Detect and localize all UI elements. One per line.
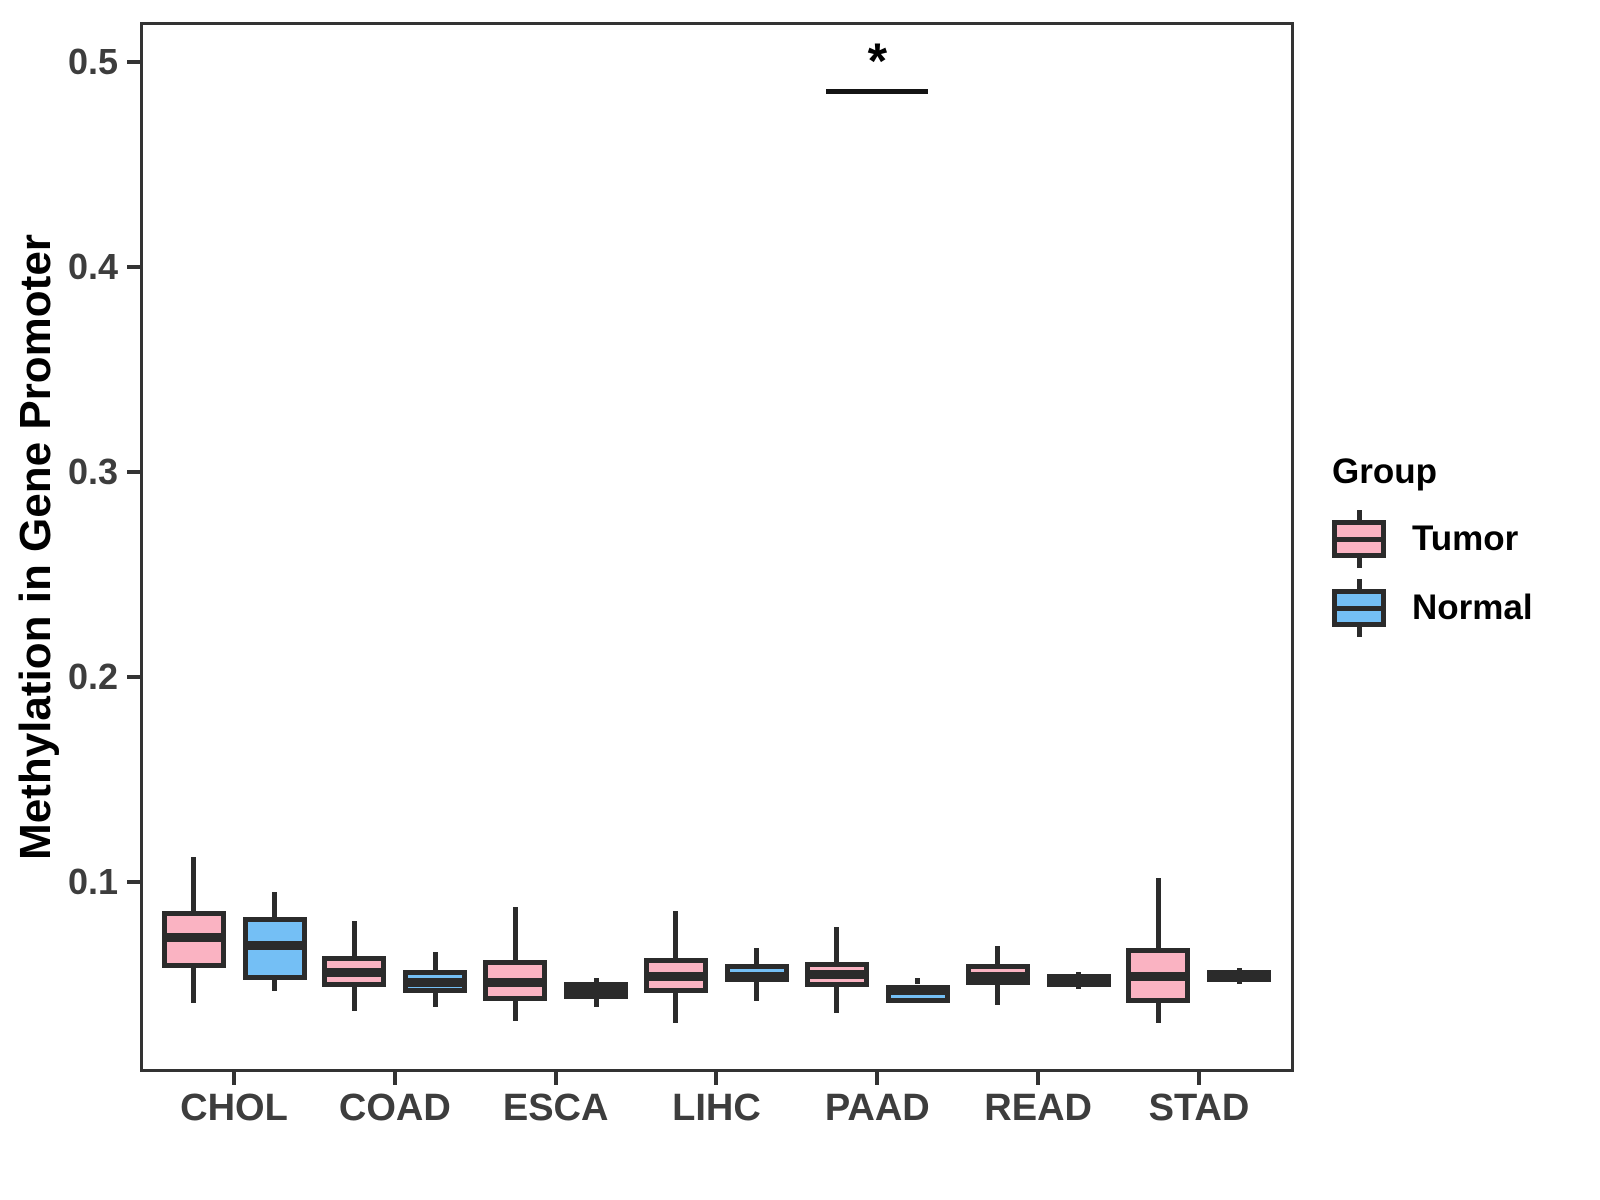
x-axis-tick-label-paad: PAAD bbox=[824, 1087, 930, 1129]
lower-whisker-stad-tumor bbox=[1155, 1002, 1161, 1024]
lower-whisker-esca-normal bbox=[593, 998, 599, 1008]
lower-whisker-coad-normal bbox=[432, 992, 438, 1008]
y-axis-tick-label: 0.5 bbox=[67, 41, 118, 82]
legend-label-tumor: Tumor bbox=[1412, 519, 1519, 558]
key-median bbox=[1332, 536, 1386, 542]
x-axis-tick bbox=[1036, 1072, 1041, 1085]
x-axis-tick bbox=[1196, 1072, 1201, 1085]
x-axis-tick bbox=[553, 1072, 558, 1085]
median-coad-tumor bbox=[322, 967, 387, 977]
upper-whisker-stad-tumor bbox=[1155, 877, 1161, 948]
x-axis-tick-label-coad: COAD bbox=[338, 1087, 451, 1129]
median-esca-normal bbox=[564, 986, 629, 996]
y-axis-tick bbox=[127, 470, 140, 474]
x-axis-tick-label-esca: ESCA bbox=[502, 1087, 609, 1129]
y-axis-tick-label: 0.3 bbox=[67, 451, 118, 492]
median-chol-normal bbox=[242, 941, 307, 951]
median-coad-normal bbox=[403, 977, 468, 987]
lower-whisker-read-normal bbox=[1076, 986, 1082, 989]
median-lihc-normal bbox=[724, 971, 789, 981]
legend-label-normal: Normal bbox=[1412, 588, 1533, 627]
lower-whisker-coad-tumor bbox=[351, 986, 357, 1012]
upper-whisker-read-tumor bbox=[995, 945, 1001, 964]
median-stad-tumor bbox=[1126, 971, 1191, 981]
significance-asterisk: * bbox=[867, 33, 888, 89]
y-axis-title: Methylation in Gene Promoter bbox=[11, 234, 60, 860]
x-axis-tick bbox=[875, 1072, 880, 1085]
upper-whisker-esca-normal bbox=[593, 978, 599, 983]
key-median bbox=[1332, 605, 1386, 611]
lower-whisker-paad-tumor bbox=[834, 986, 840, 1014]
lower-whisker-read-tumor bbox=[995, 984, 1001, 1005]
lower-whisker-lihc-tumor bbox=[673, 992, 679, 1024]
upper-whisker-chol-tumor bbox=[191, 857, 196, 911]
upper-whisker-paad-tumor bbox=[834, 927, 840, 962]
lower-whisker-lihc-normal bbox=[754, 982, 760, 1001]
upper-whisker-coad-normal bbox=[432, 951, 438, 971]
y-axis-tick bbox=[127, 675, 140, 679]
median-esca-tumor bbox=[483, 977, 548, 987]
median-paad-normal bbox=[885, 986, 950, 996]
lower-whisker-stad-normal bbox=[1236, 982, 1242, 985]
lower-whisker-chol-tumor bbox=[191, 968, 196, 1003]
legend-item-normal: Normal bbox=[1332, 579, 1533, 637]
x-axis-tick bbox=[232, 1072, 236, 1085]
y-axis-tick bbox=[127, 880, 140, 884]
upper-whisker-stad-normal bbox=[1236, 968, 1242, 971]
x-axis-tick-label-lihc: LIHC bbox=[672, 1087, 761, 1129]
upper-whisker-esca-tumor bbox=[512, 906, 518, 960]
x-axis-tick-label-chol: CHOL bbox=[180, 1087, 288, 1129]
x-axis-tick-label-stad: STAD bbox=[1148, 1087, 1250, 1129]
x-axis-tick bbox=[392, 1072, 397, 1085]
y-axis-tick-label: 0.4 bbox=[67, 246, 118, 287]
median-read-tumor bbox=[965, 971, 1030, 981]
upper-whisker-coad-tumor bbox=[351, 920, 357, 956]
median-paad-tumor bbox=[804, 969, 869, 979]
plot-panel bbox=[140, 22, 1294, 1072]
lower-whisker-chol-normal bbox=[272, 980, 277, 991]
upper-whisker-lihc-normal bbox=[754, 947, 760, 964]
median-stad-normal bbox=[1207, 971, 1272, 981]
boxplot-key-icon bbox=[1332, 579, 1386, 637]
y-axis-tick-label: 0.2 bbox=[67, 656, 118, 697]
lower-whisker-esca-tumor bbox=[512, 1000, 518, 1022]
legend-title: Group bbox=[1332, 452, 1437, 491]
y-axis-tick bbox=[127, 60, 140, 64]
median-chol-tumor bbox=[161, 932, 226, 942]
median-read-normal bbox=[1046, 975, 1111, 985]
significance-bracket-line bbox=[826, 89, 929, 94]
y-axis-tick-label: 0.1 bbox=[67, 861, 118, 902]
boxplot-key-icon bbox=[1332, 510, 1386, 568]
upper-whisker-chol-normal bbox=[272, 892, 277, 917]
upper-whisker-paad-normal bbox=[915, 978, 921, 985]
y-axis-tick bbox=[127, 265, 140, 269]
upper-whisker-lihc-tumor bbox=[673, 910, 679, 958]
legend: Group Tumor Normal bbox=[1332, 452, 1533, 648]
x-axis-tick bbox=[714, 1072, 719, 1085]
legend-item-tumor: Tumor bbox=[1332, 510, 1533, 568]
upper-whisker-read-normal bbox=[1076, 972, 1082, 975]
x-axis-tick-label-read: READ bbox=[984, 1087, 1092, 1129]
median-lihc-tumor bbox=[643, 971, 708, 981]
